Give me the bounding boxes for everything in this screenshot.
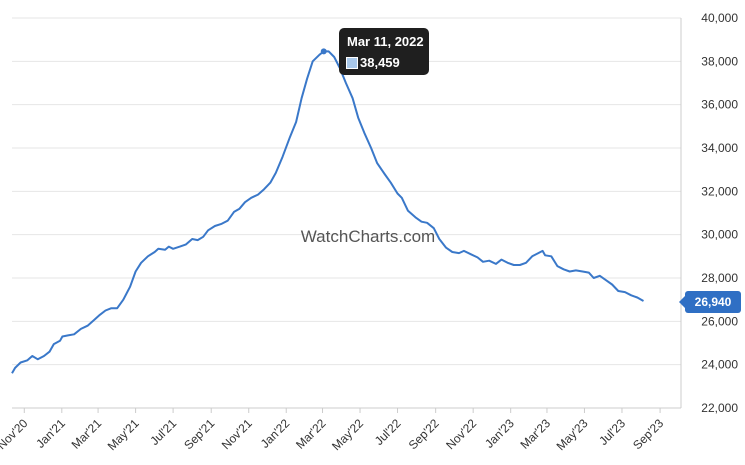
x-tick-label: May'22 xyxy=(329,416,366,453)
y-tick-label: 22,000 xyxy=(701,401,738,415)
x-tick-label: Sep'21 xyxy=(181,416,217,452)
x-tick-label: Jan'22 xyxy=(258,416,293,451)
hover-point-marker[interactable] xyxy=(320,48,327,55)
y-tick-label: 38,000 xyxy=(701,54,738,68)
x-tick-label: Jul'22 xyxy=(372,416,404,448)
last-value-badge: 26,940 xyxy=(679,291,741,313)
tooltip-value: 38,459 xyxy=(360,55,400,70)
x-tick-label: Mar'21 xyxy=(69,416,105,452)
y-tick-label: 30,000 xyxy=(701,228,738,242)
y-tick-label: 28,000 xyxy=(701,271,738,285)
x-tick-label: May'23 xyxy=(554,416,591,453)
x-tick-label: Sep'22 xyxy=(406,416,442,452)
y-axis: 22,000 24,000 26,000 28,000 30,000 32,000 34,0… xyxy=(680,11,738,415)
y-tick-label: 40,000 xyxy=(701,11,738,25)
x-tick-label: Sep'23 xyxy=(630,416,666,452)
y-tick-label: 36,000 xyxy=(701,98,738,112)
x-tick-label: Nov'22 xyxy=(443,416,479,452)
x-axis: Nov'20 Jan'21 Mar'21 May'21 Jul'21 Sep'21 Nov'… xyxy=(0,408,666,453)
price-series-line xyxy=(11,50,644,374)
tooltip-date: Mar 11, 2022 xyxy=(347,34,424,49)
x-tick-label: Nov'21 xyxy=(219,416,255,452)
x-tick-label: Nov'20 xyxy=(0,416,31,452)
x-tick-label: Jan'23 xyxy=(482,416,517,451)
grid-lines xyxy=(12,17,681,409)
y-tick-label: 26,000 xyxy=(701,314,738,328)
y-tick-label: 32,000 xyxy=(701,184,738,198)
series-swatch-icon xyxy=(346,56,358,69)
x-tick-label: Jul'23 xyxy=(596,416,628,448)
x-tick-label: Mar'23 xyxy=(517,416,553,452)
watermark: WatchCharts.com xyxy=(301,227,435,246)
y-tick-label: 34,000 xyxy=(701,141,738,155)
tooltip: Mar 11, 2022 38,459 xyxy=(339,28,429,75)
x-tick-label: May'21 xyxy=(105,416,142,453)
y-tick-label: 24,000 xyxy=(701,358,738,372)
x-tick-label: Mar'22 xyxy=(293,416,329,452)
tooltip-value-row: 38,459 xyxy=(346,55,400,70)
x-tick-label: Jul'21 xyxy=(147,416,179,448)
x-tick-label: Jan'21 xyxy=(33,416,68,451)
